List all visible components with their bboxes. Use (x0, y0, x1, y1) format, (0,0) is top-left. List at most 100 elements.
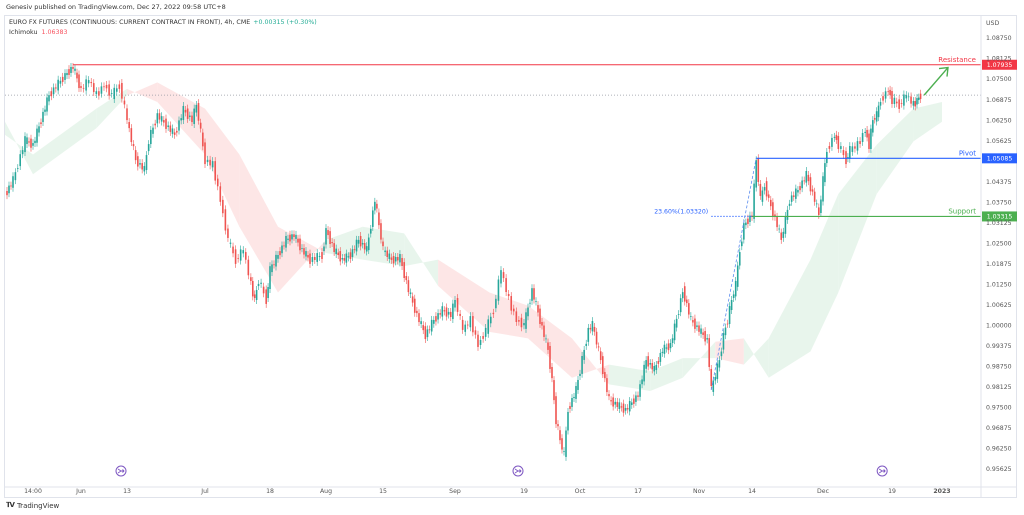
candle-body (557, 424, 559, 427)
candle (38, 122, 40, 137)
candle-body (533, 288, 535, 300)
candle-body (121, 82, 123, 99)
candle (529, 298, 531, 308)
candle (447, 307, 450, 319)
candle (601, 352, 604, 378)
candle-body (339, 251, 342, 262)
candle-body (910, 96, 912, 104)
candle-body (828, 146, 831, 149)
candle (154, 119, 156, 130)
candle-body (624, 408, 627, 411)
y-tick-label: 0.97500 (986, 405, 1012, 412)
candle-body (413, 298, 416, 313)
candle (388, 249, 391, 263)
candle (316, 249, 318, 266)
candle (121, 79, 123, 103)
candle (277, 251, 279, 263)
candle-body (126, 108, 128, 121)
candle (158, 109, 161, 124)
candle-body (232, 246, 234, 254)
y-tick-label: 0.96250 (986, 446, 1012, 453)
candle (635, 391, 637, 406)
candle-body (545, 338, 547, 340)
candle (587, 323, 590, 346)
candle-body (686, 299, 688, 304)
candle (919, 89, 922, 104)
candle-body (299, 238, 301, 251)
candle-body (482, 336, 484, 339)
candle (14, 168, 17, 185)
candle-body (134, 150, 137, 161)
tv-logo-icon: 𝐓V (6, 501, 15, 509)
candle (803, 176, 806, 185)
candle-body (870, 128, 872, 149)
candle (732, 290, 735, 302)
candle (87, 76, 90, 88)
candle-body (247, 259, 250, 276)
candle-body (206, 159, 209, 163)
indicator-legend[interactable]: Ichimoku 1.06383 (9, 29, 68, 36)
candle-body (563, 451, 565, 452)
ichimoku-cloud (5, 82, 942, 391)
candle (765, 177, 768, 201)
candle-body (618, 402, 621, 410)
candle (720, 347, 723, 361)
candle-body (861, 132, 864, 142)
y-tick-label: 0.98125 (986, 384, 1012, 391)
candle (52, 83, 55, 99)
candle-body (657, 360, 660, 364)
candle-body (426, 329, 429, 338)
candle (884, 87, 887, 103)
candle (333, 239, 335, 257)
resistance-price-tag-text: 1.07935 (987, 62, 1013, 69)
candle (849, 142, 851, 163)
cloud-segment-bearish (438, 259, 490, 332)
candle-body (663, 344, 666, 354)
candle-body (599, 351, 602, 361)
candle-body (466, 324, 469, 326)
candle (437, 309, 439, 324)
candle-body (82, 87, 85, 89)
candle (351, 245, 354, 261)
candle-body (64, 73, 66, 80)
candle (786, 205, 789, 224)
candle (916, 94, 918, 109)
x-tick-label: 14:00 (24, 488, 42, 495)
event-marker[interactable] (115, 465, 127, 477)
candle-body (331, 242, 333, 244)
candle (6, 187, 8, 200)
candle (165, 114, 167, 133)
candle (250, 273, 252, 285)
tradingview-logo[interactable]: 𝐓V TradingView (6, 501, 59, 510)
candle-body (872, 120, 874, 133)
candle (755, 156, 757, 192)
candle (820, 195, 822, 217)
candle-body (219, 186, 222, 202)
candle-body (510, 296, 513, 311)
candle-body (72, 66, 74, 69)
candle-body (430, 319, 433, 332)
candle-body (547, 342, 549, 350)
candle-body (879, 102, 882, 106)
candle (706, 334, 708, 344)
candle-body (708, 338, 710, 367)
candle-body (191, 115, 193, 123)
candle-body (749, 215, 751, 223)
event-marker[interactable] (512, 465, 524, 477)
candle-body (335, 248, 337, 255)
candle-body (741, 241, 743, 247)
candle (216, 174, 219, 191)
candle (401, 254, 403, 270)
candle-body (743, 223, 745, 240)
candle (630, 398, 633, 409)
candle-body (178, 120, 180, 131)
event-marker[interactable] (876, 465, 888, 477)
candle (645, 356, 647, 373)
candle-body (591, 321, 594, 332)
candle (671, 334, 674, 347)
support-price-tag (982, 211, 1017, 222)
candle (305, 247, 307, 261)
candle-body (388, 253, 391, 259)
candle-body (365, 246, 368, 252)
